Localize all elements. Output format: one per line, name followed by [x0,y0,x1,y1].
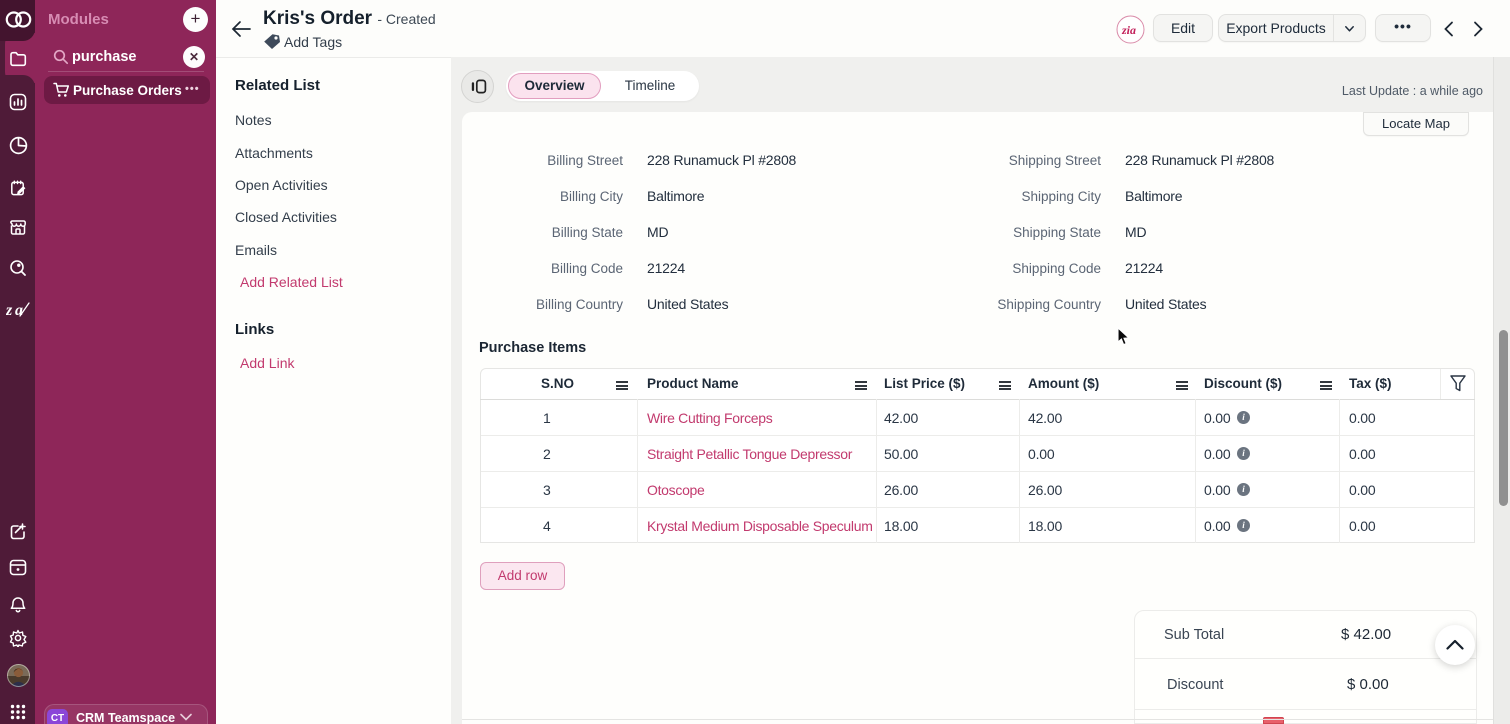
svg-text:z: z [6,302,13,319]
svg-text:a: a [15,302,23,319]
svg-text:zia: zia [1121,23,1136,37]
